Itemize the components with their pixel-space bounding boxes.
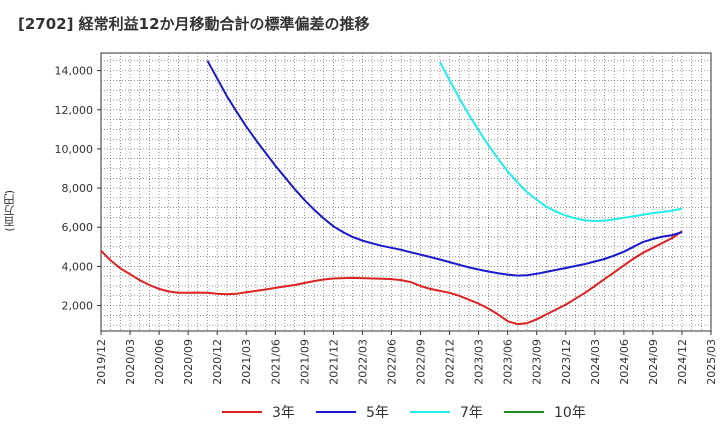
x-tick-label: 2019/12 (95, 339, 108, 385)
x-tick-label: 2020/09 (182, 339, 195, 385)
legend-item-7y: 7年 (410, 402, 483, 422)
x-tick-label: 2021/06 (269, 339, 282, 385)
x-tick-label: 2024/12 (676, 339, 689, 385)
x-tick-label: 2021/03 (240, 339, 253, 385)
legend-label-5y: 5年 (366, 405, 389, 421)
legend-label-10y: 10年 (554, 405, 586, 421)
x-tick-label: 2024/03 (589, 339, 602, 385)
x-tick-label: 2022/06 (385, 339, 398, 385)
x-tick-label: 2020/12 (211, 339, 224, 385)
x-tick-label: 2023/12 (560, 339, 573, 385)
legend: 3年 5年 7年 10年 (0, 400, 720, 428)
y-tick-label: 4,000 (62, 260, 94, 273)
y-tick-label: 8,000 (62, 182, 94, 195)
series-line-2 (439, 61, 683, 222)
series-line-0 (100, 230, 683, 326)
legend-swatch-3y (222, 411, 262, 413)
x-tick-label: 2024/09 (647, 339, 660, 385)
chart-title: [2702] 経常利益12か月移動合計の標準偏差の推移 (18, 15, 370, 33)
x-tick-label: 2024/06 (618, 339, 631, 385)
legend-label-3y: 3年 (272, 405, 295, 421)
chart-svg: 2,000 4,000 6,000 8,000 10,000 12,000 14,000 20… (55, 52, 718, 385)
y-tick-label: 14,000 (55, 65, 94, 78)
x-tick-label: 2022/09 (415, 339, 428, 385)
legend-item-10y: 10年 (504, 402, 586, 422)
x-tick-label: 2022/03 (356, 339, 369, 385)
x-tick-label: 2021/12 (327, 339, 340, 385)
y-tick-label: 6,000 (62, 221, 94, 234)
legend-swatch-10y (504, 411, 544, 413)
legend-swatch-5y (316, 411, 356, 413)
x-tick-label: 2020/03 (124, 339, 137, 385)
x-tick-label: 2021/09 (298, 339, 311, 385)
legend-swatch-7y (410, 411, 450, 413)
plot-area (101, 53, 711, 331)
legend-label-7y: 7年 (460, 405, 483, 421)
x-tick-label: 2022/12 (444, 339, 457, 385)
series-line-1 (206, 60, 683, 277)
y-tick-label: 12,000 (55, 104, 94, 117)
x-tick-label: 2020/06 (153, 339, 166, 385)
legend-item-3y: 3年 (222, 402, 295, 422)
y-tick-label: 10,000 (55, 143, 94, 156)
legend-item-5y: 5年 (316, 402, 389, 422)
plot-frame (100, 52, 712, 332)
x-tick-label: 2023/03 (473, 339, 486, 385)
x-tick-label: 2023/09 (531, 339, 544, 385)
y-tick-label: 2,000 (62, 300, 94, 313)
x-tick-label: 2023/06 (502, 339, 515, 385)
x-tick-label: 2025/03 (705, 339, 718, 385)
